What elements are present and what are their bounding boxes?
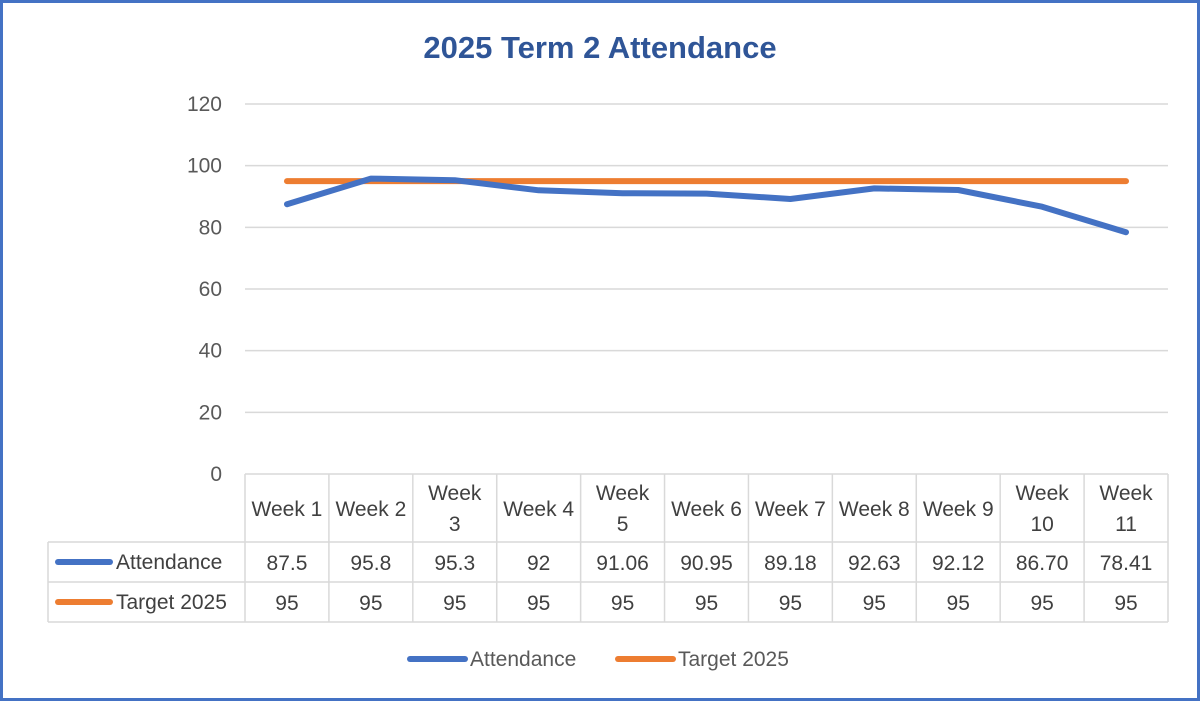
data-label: 95 bbox=[947, 592, 970, 615]
x-tick-label: Week 7 bbox=[755, 498, 826, 521]
y-tick-label: 60 bbox=[199, 278, 222, 301]
data-label: 95 bbox=[275, 592, 298, 615]
x-tick-label: 5 bbox=[617, 513, 629, 536]
x-tick-label: Week 9 bbox=[923, 498, 994, 521]
x-tick-label: Week 1 bbox=[252, 498, 323, 521]
x-tick-label: Week 8 bbox=[839, 498, 910, 521]
x-tick-label: Week bbox=[596, 482, 650, 505]
data-label: 92 bbox=[527, 552, 550, 575]
x-tick-label: 10 bbox=[1030, 513, 1053, 536]
y-tick-label: 120 bbox=[187, 93, 222, 116]
x-tick-label: 11 bbox=[1115, 513, 1137, 536]
legend-label: Target 2025 bbox=[678, 648, 789, 671]
legend-label: Attendance bbox=[470, 648, 576, 671]
x-tick-label: Week bbox=[428, 482, 482, 505]
data-label: 92.63 bbox=[848, 552, 901, 575]
x-tick-label: Week bbox=[1099, 482, 1153, 505]
x-tick-label: Week bbox=[1015, 482, 1069, 505]
data-label: 90.95 bbox=[680, 552, 733, 575]
data-label: 95 bbox=[779, 592, 802, 615]
data-label: 95 bbox=[863, 592, 886, 615]
data-label: 95.3 bbox=[434, 552, 475, 575]
data-label: 95 bbox=[611, 592, 634, 615]
legend: Attendance Target 2025 bbox=[407, 648, 789, 671]
gridlines bbox=[245, 103, 1168, 414]
data-label: 86.70 bbox=[1016, 552, 1069, 575]
data-label: 95 bbox=[359, 592, 382, 615]
x-tick-label: Week 6 bbox=[671, 498, 742, 521]
table-series-name: Target 2025 bbox=[116, 591, 227, 614]
data-label: 95 bbox=[1114, 592, 1137, 615]
data-label: 87.5 bbox=[267, 552, 308, 575]
x-tick-label: 3 bbox=[449, 513, 461, 536]
chart-title: 2025 Term 2 Attendance bbox=[423, 30, 776, 65]
y-tick-label: 20 bbox=[199, 401, 222, 424]
x-tick-label: Week 4 bbox=[503, 498, 574, 521]
data-label: 92.12 bbox=[932, 552, 985, 575]
y-tick-label: 40 bbox=[199, 340, 222, 363]
y-tick-label: 0 bbox=[210, 463, 222, 486]
data-table: Week 1 Week 2 Week 3 Week 4 Week 5 Week 6 Week 7… bbox=[47, 473, 1169, 623]
data-label: 78.41 bbox=[1100, 552, 1153, 575]
y-tick-label: 80 bbox=[199, 216, 222, 239]
series-lines bbox=[284, 175, 1129, 236]
series-line bbox=[284, 175, 1129, 236]
table-series-name: Attendance bbox=[116, 551, 222, 574]
y-axis: 0 20 40 60 80 100 120 bbox=[187, 93, 222, 486]
y-tick-label: 100 bbox=[187, 155, 222, 178]
data-label: 95.8 bbox=[350, 552, 391, 575]
data-label: 89.18 bbox=[764, 552, 817, 575]
data-label: 95 bbox=[443, 592, 466, 615]
data-label: 95 bbox=[527, 592, 550, 615]
data-label: 95 bbox=[1030, 592, 1053, 615]
x-tick-label: Week 2 bbox=[335, 498, 406, 521]
data-label: 95 bbox=[695, 592, 718, 615]
data-label: 91.06 bbox=[596, 552, 649, 575]
